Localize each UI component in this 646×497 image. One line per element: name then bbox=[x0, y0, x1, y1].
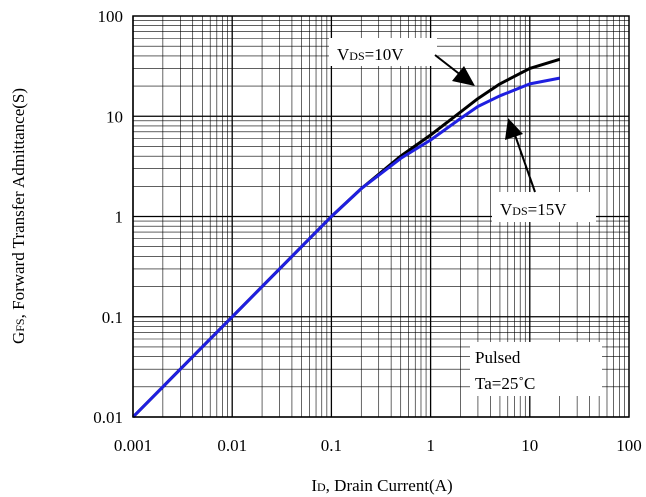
y-tick-label: 10 bbox=[106, 107, 123, 126]
series-label-10v-rest: =10V bbox=[365, 45, 405, 64]
x-tick-label: 0.01 bbox=[217, 436, 247, 455]
arrow-10v-head bbox=[452, 66, 475, 86]
annotation-pulsed: Pulsed bbox=[475, 348, 521, 367]
series-label-15v-sub: DS bbox=[512, 204, 527, 218]
arrow-10v-line bbox=[434, 54, 463, 77]
series-label-15v-main: V bbox=[500, 200, 513, 219]
y-tick-label: 1 bbox=[115, 208, 124, 227]
y-axis-label-sub: FS bbox=[13, 318, 27, 331]
series-label-10v-sub: DS bbox=[349, 49, 364, 63]
series-label-box-15v bbox=[492, 192, 596, 222]
series-label-10v-main: V bbox=[337, 45, 350, 64]
arrow-15v-line bbox=[514, 134, 536, 193]
y-axis-label: GFS, Forward Transfer Admittance(S) bbox=[9, 88, 28, 344]
x-tick-label: 0.1 bbox=[321, 436, 342, 455]
series-lines bbox=[131, 57, 561, 419]
x-tick-label: 0.001 bbox=[114, 436, 152, 455]
annotation-box bbox=[470, 342, 602, 396]
x-tick-label: 1 bbox=[426, 436, 435, 455]
x-axis-label-rest: , Drain Current(A) bbox=[326, 476, 453, 495]
y-tick-label: 0.01 bbox=[93, 408, 123, 427]
x-axis-label-sub: D bbox=[317, 480, 326, 494]
series-label-15v: VDS=15V bbox=[500, 200, 567, 219]
series-label-15v-rest: =15V bbox=[528, 200, 568, 219]
y-tick-label: 0.1 bbox=[102, 308, 123, 327]
series-line-vds-15v bbox=[131, 76, 560, 419]
y-axis-label-rest: , Forward Transfer Admittance(S) bbox=[9, 88, 28, 318]
annotation-temperature: Ta=25˚C bbox=[475, 374, 535, 393]
y-tick-labels: 100 10 1 0.1 0.01 bbox=[93, 7, 123, 427]
y-tick-label: 100 bbox=[98, 7, 124, 26]
series-label-box-10v bbox=[329, 38, 437, 66]
series-label-10v: VDS=10V bbox=[337, 45, 404, 64]
x-axis-label: ID, Drain Current(A) bbox=[311, 476, 452, 495]
x-axis-label-main: I bbox=[311, 476, 317, 495]
y-axis-label-main: G bbox=[9, 332, 28, 344]
arrow-15v-head bbox=[505, 118, 523, 140]
x-tick-label: 100 bbox=[616, 436, 642, 455]
plot-frame bbox=[132, 15, 630, 418]
x-tick-labels: 0.001 0.01 0.1 1 10 100 bbox=[114, 436, 642, 455]
x-tick-label: 10 bbox=[521, 436, 538, 455]
